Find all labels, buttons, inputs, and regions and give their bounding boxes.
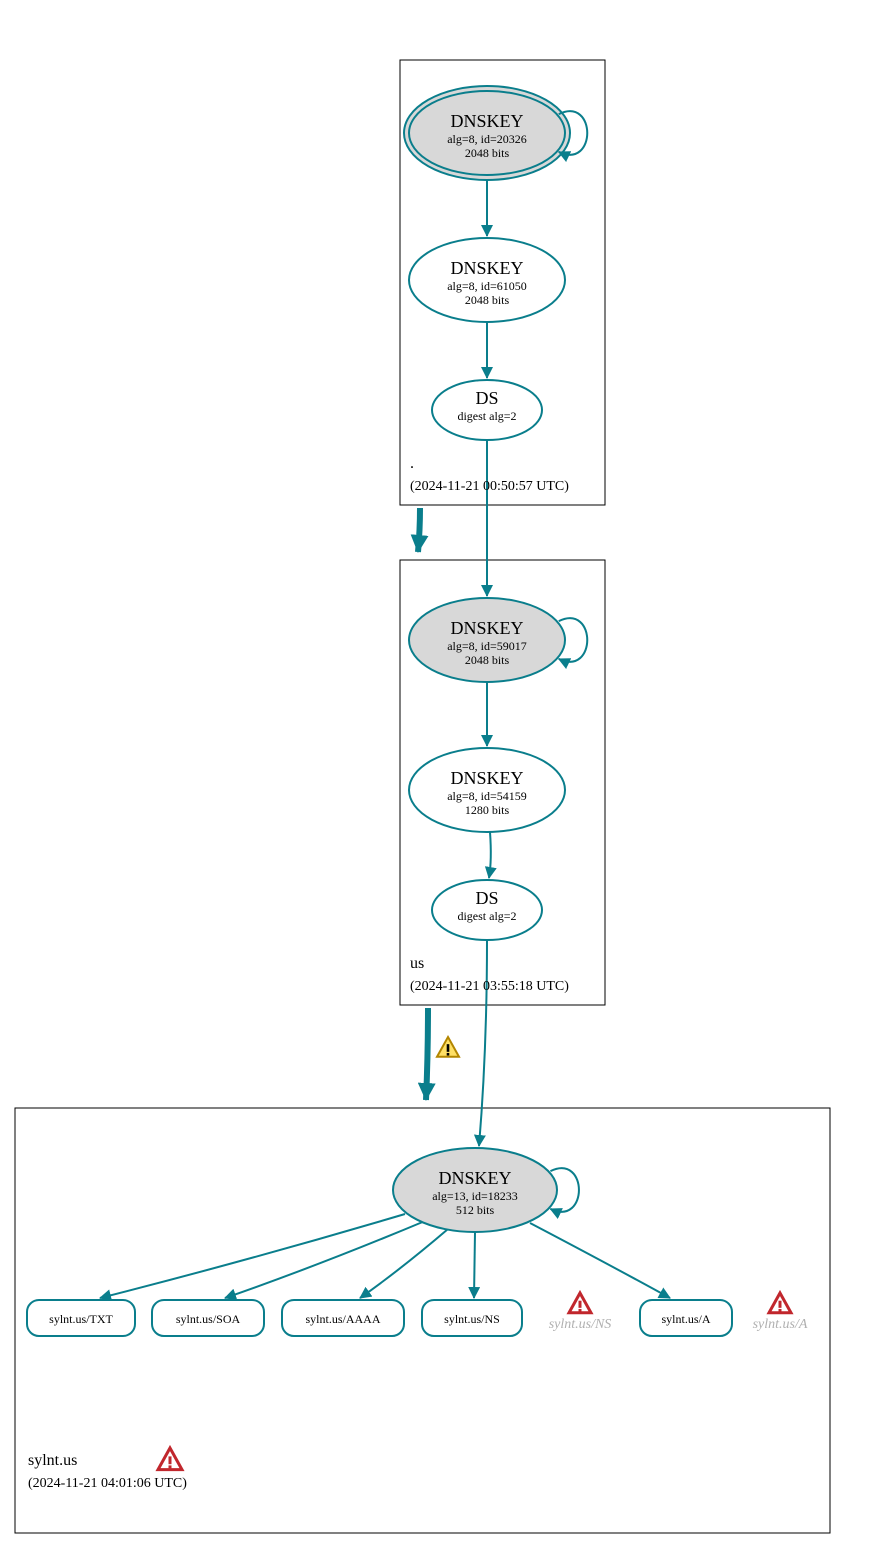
zone-label-sylnt: sylnt.us xyxy=(28,1452,77,1469)
node-sylnt-ksk: DNSKEYalg=13, id=18233512 bits xyxy=(393,1148,579,1232)
node-us-ds: DSdigest alg=2 xyxy=(432,880,542,940)
node-us-ksk: DNSKEYalg=8, id=590172048 bits xyxy=(409,598,587,682)
zone-timestamp-root: (2024-11-21 00:50:57 UTC) xyxy=(410,479,569,494)
node-title: DS xyxy=(475,388,498,408)
node-title: DNSKEY xyxy=(450,618,523,638)
rrset-warning-label: sylnt.us/NS xyxy=(549,1317,612,1332)
edge-sylnt-ksk-rr-ns xyxy=(474,1232,475,1298)
node-root-ds: DSdigest alg=2 xyxy=(432,380,542,440)
edge-us-ds-sylnt-ksk xyxy=(479,940,487,1146)
node-line2: digest alg=2 xyxy=(457,909,516,923)
zone-label-root: . xyxy=(410,455,414,472)
error-icon xyxy=(769,1293,791,1313)
node-line3: 1280 bits xyxy=(465,803,510,817)
node-line3: 512 bits xyxy=(456,1203,495,1217)
error-icon xyxy=(158,1448,182,1470)
node-line3: 2048 bits xyxy=(465,293,510,307)
rrset-label: sylnt.us/A xyxy=(661,1312,710,1326)
node-line2: alg=8, id=59017 xyxy=(447,639,527,653)
zone-timestamp-us: (2024-11-21 03:55:18 UTC) xyxy=(410,979,569,994)
edge-sylnt-ksk-rr-a xyxy=(530,1223,670,1298)
rrset-label: sylnt.us/SOA xyxy=(176,1312,241,1326)
edge-us-zsk-us-ds xyxy=(489,832,491,878)
node-title: DNSKEY xyxy=(450,111,523,131)
edge-sylnt-ksk-rr-soa xyxy=(225,1221,425,1298)
delegation-us-sylnt xyxy=(426,1008,459,1100)
rrset-rr-a: sylnt.us/A xyxy=(640,1300,732,1336)
edge-sylnt-ksk-rr-txt xyxy=(100,1214,405,1298)
rrset-rr-aaaa: sylnt.us/AAAA xyxy=(282,1300,404,1336)
delegation-root-us xyxy=(418,508,420,552)
rrset-warning-label: sylnt.us/A xyxy=(753,1317,808,1332)
node-line2: alg=8, id=54159 xyxy=(447,789,527,803)
rrset-rr-ns: sylnt.us/NS xyxy=(422,1300,522,1336)
node-title: DS xyxy=(475,888,498,908)
node-root-ksk: DNSKEYalg=8, id=203262048 bits xyxy=(404,86,587,180)
node-title: DNSKEY xyxy=(438,1168,511,1188)
node-line3: 2048 bits xyxy=(465,146,510,160)
edge-sylnt-ksk-rr-aaaa xyxy=(360,1229,448,1298)
node-line3: 2048 bits xyxy=(465,653,510,667)
node-line2: alg=8, id=61050 xyxy=(447,279,527,293)
node-us-zsk: DNSKEYalg=8, id=541591280 bits xyxy=(409,748,565,832)
rrset-rr-soa: sylnt.us/SOA xyxy=(152,1300,264,1336)
zone-label-us: us xyxy=(410,955,424,972)
node-line2: digest alg=2 xyxy=(457,409,516,423)
node-line2: alg=13, id=18233 xyxy=(432,1189,518,1203)
rrset-label: sylnt.us/TXT xyxy=(49,1312,113,1326)
node-title: DNSKEY xyxy=(450,768,523,788)
node-root-zsk: DNSKEYalg=8, id=610502048 bits xyxy=(409,238,565,322)
rrset-label: sylnt.us/AAAA xyxy=(305,1312,380,1326)
node-title: DNSKEY xyxy=(450,258,523,278)
rrset-warning-w-ns: sylnt.us/NS xyxy=(549,1293,612,1332)
rrset-rr-txt: sylnt.us/TXT xyxy=(27,1300,135,1336)
zone-timestamp-sylnt: (2024-11-21 04:01:06 UTC) xyxy=(28,1476,187,1491)
rrset-warning-w-a: sylnt.us/A xyxy=(753,1293,808,1332)
rrset-label: sylnt.us/NS xyxy=(444,1312,500,1326)
node-line2: alg=8, id=20326 xyxy=(447,132,527,146)
warning-icon xyxy=(437,1037,459,1057)
error-icon xyxy=(569,1293,591,1313)
